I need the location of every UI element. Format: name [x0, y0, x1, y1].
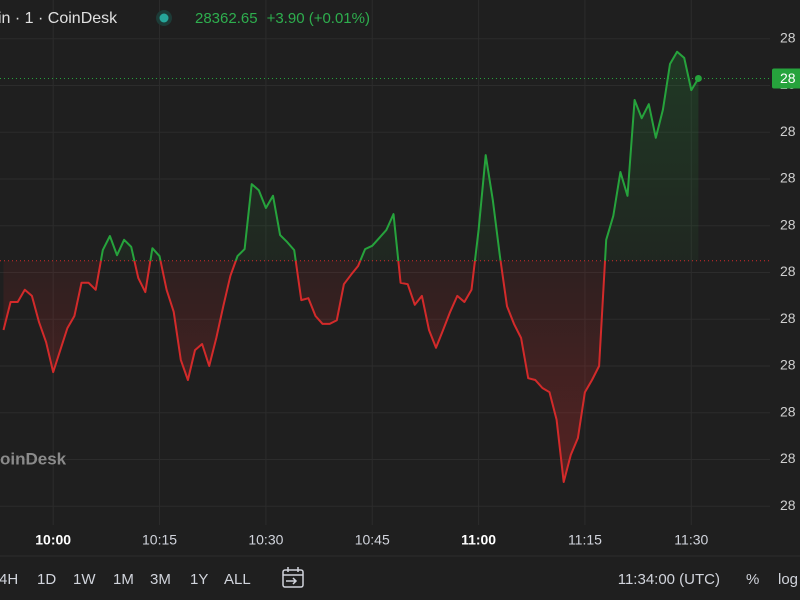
x-tick-label: 11:00 — [461, 532, 496, 548]
range-button[interactable]: 1Y — [190, 571, 208, 588]
price-axis-label: 28 — [780, 70, 796, 86]
x-tick-label: 10:45 — [355, 532, 390, 548]
price-change: +3.90 (+0.01%) — [267, 10, 370, 27]
price-line — [2, 50, 700, 483]
log-toggle[interactable]: log — [778, 571, 798, 588]
clock[interactable]: 11:34:00 (UTC) — [618, 571, 720, 588]
range-button[interactable]: 1D — [37, 571, 56, 588]
y-tick-label: 28 — [780, 450, 796, 466]
range-button[interactable]: ALL — [224, 571, 251, 588]
y-tick-label: 28 — [780, 263, 796, 279]
x-tick-label: 11:30 — [674, 532, 708, 548]
y-tick-label: 28 — [780, 403, 796, 419]
chart-title: in · 1 · CoinDesk — [0, 10, 118, 27]
y-tick-label: 28 — [780, 310, 796, 326]
range-button[interactable]: 1W — [73, 571, 96, 588]
status-dot — [159, 13, 169, 23]
y-tick-label: 28 — [780, 170, 796, 186]
y-tick-label: 28 — [780, 216, 796, 232]
date-range-icon[interactable] — [282, 567, 304, 588]
y-tick-label: 28 — [780, 123, 796, 139]
x-tick-label: 10:15 — [142, 532, 177, 548]
x-tick-label: 11:15 — [568, 532, 602, 548]
x-tick-label: 10:00 — [35, 532, 71, 548]
last-point — [694, 74, 702, 82]
range-button[interactable]: 3M — [150, 571, 171, 588]
range-button[interactable]: 4H — [0, 571, 18, 588]
y-tick-label: 28 — [780, 357, 796, 373]
x-tick-label: 10:30 — [248, 532, 283, 548]
toolbar: 4H 1D 1W 1M 3M 1Y ALL 11:34:00 (UTC) % l… — [0, 567, 798, 588]
percent-toggle[interactable]: % — [746, 571, 759, 588]
area-fill — [3, 51, 699, 483]
price: 28362.65 — [195, 10, 258, 27]
watermark: oinDesk — [0, 449, 67, 468]
price-axis-label-bg — [772, 68, 800, 89]
range-button[interactable]: 1M — [113, 571, 134, 588]
y-tick-label: 28 — [780, 497, 796, 513]
y-tick-label: 28 — [780, 29, 796, 45]
